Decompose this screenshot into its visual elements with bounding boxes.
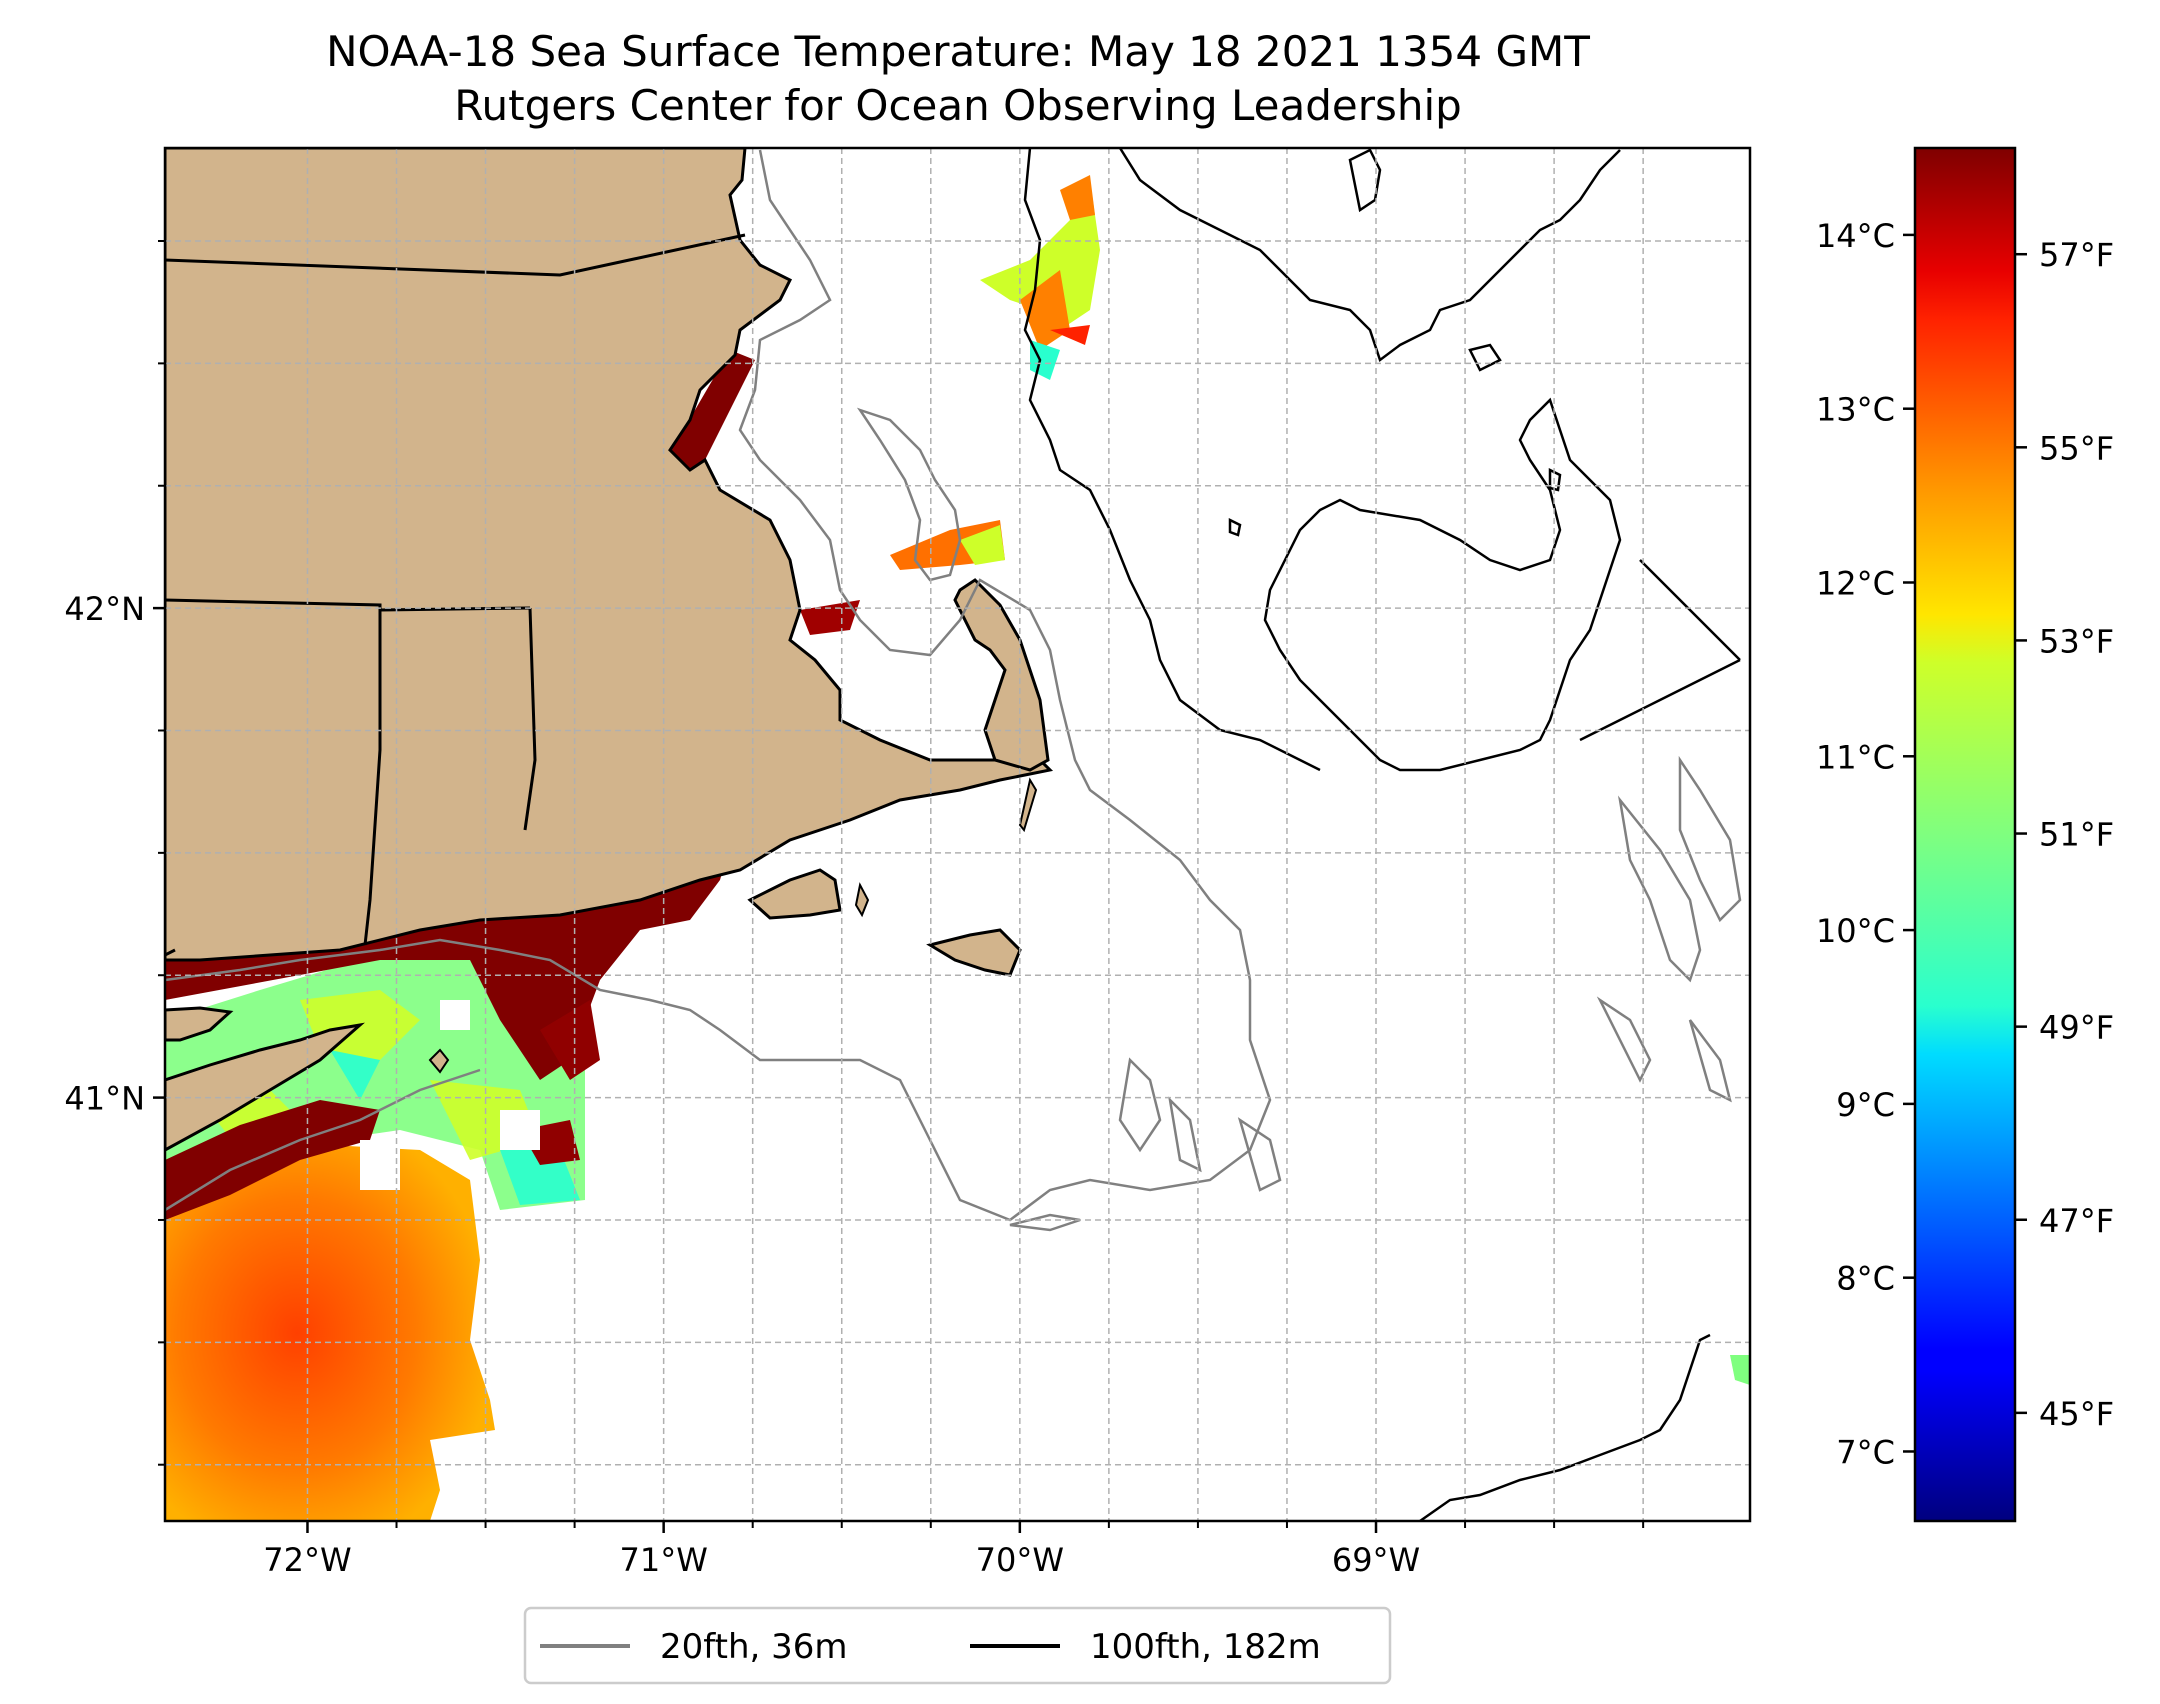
mainland-new-england [165, 148, 1054, 962]
colorbar: 7°C 8°C 9°C 10°C 11°C 12°C 13°C 14°C 45°F 47°F 49°… [1816, 146, 2114, 1523]
map-title-line-1: NOAA-18 Sea Surface Temperature: May 18 … [326, 27, 1590, 76]
sst-dark-red-patch-east [520, 1000, 600, 1165]
border-ri-ma [523, 607, 537, 831]
fahrenheit-tick-label: 55°F [2039, 429, 2114, 467]
isobath-100fth-georges-basin [1263, 397, 1622, 772]
celsius-tick-label: 14°C [1816, 217, 1895, 255]
sst-gulf-maine-patch-orange [1020, 175, 1095, 350]
border-ny-ct [165, 948, 176, 957]
isobath-20fth-cape-cod-bay [856, 407, 962, 582]
border-nh-ma [165, 233, 746, 277]
block-island [428, 1048, 450, 1074]
isobath-100fth-islands [1228, 148, 1562, 537]
celsius-tick-label: 9°C [1836, 1086, 1895, 1124]
colorbar-gradient [1913, 146, 2017, 1523]
sst-east-edge-patch [1730, 1355, 1750, 1385]
monomoy-island [1018, 777, 1038, 833]
sst-gulf-maine-patch-red [1050, 325, 1090, 345]
celsius-tick-label: 8°C [1836, 1260, 1895, 1298]
isobath-20fth-ma-coast [165, 149, 1272, 1222]
celsius-tick-label: 12°C [1816, 564, 1895, 602]
lon-tick-label: 71°W [619, 1541, 707, 1579]
isobath-legend: 20fth, 36m 100fth, 182m [523, 1606, 1392, 1685]
sst-cape-cod-bay-green [960, 525, 1005, 565]
sst-gap-1 [360, 1140, 400, 1190]
lon-tick-label: 69°W [1332, 1541, 1420, 1579]
long-island [165, 1022, 365, 1152]
fahrenheit-tick-label: 47°F [2039, 1202, 2114, 1240]
fahrenheit-tick-label: 49°F [2039, 1009, 2114, 1047]
isobath-20fth-li [165, 1068, 481, 1212]
celsius-tick-label: 10°C [1816, 912, 1895, 950]
sst-raster [165, 175, 1750, 1521]
lon-tick-label: 70°W [976, 1541, 1064, 1579]
legend-label-20fth: 20fth, 36m [660, 1627, 848, 1667]
legend-box [523, 1606, 1392, 1685]
isobath-100fth-georges-north [1118, 148, 1621, 363]
legend-label-100fth: 100fth, 182m [1090, 1627, 1321, 1667]
marthas-vineyard [747, 868, 842, 920]
map-plot-area [165, 148, 1750, 1521]
sst-gap-2 [500, 1110, 540, 1150]
colorbar-ticks: 7°C 8°C 9°C 10°C 11°C 12°C 13°C 14°C 45°F 47°F 49°… [1816, 217, 2114, 1472]
fahrenheit-tick-label: 51°F [2039, 816, 2114, 854]
fahrenheit-tick-label: 45°F [2039, 1395, 2114, 1433]
celsius-tick-label: 13°C [1816, 391, 1895, 429]
sst-cape-ann-strip [660, 350, 755, 480]
fahrenheit-tick-label: 53°F [2039, 622, 2114, 660]
map-title-line-2: Rutgers Center for Ocean Observing Leade… [454, 81, 1462, 130]
fahrenheit-tick-label: 57°F [2039, 236, 2114, 274]
lat-tick-label: 42°N [64, 590, 145, 628]
isobath-100fth-east [1579, 559, 1741, 742]
isobath-20fth-east [1596, 755, 1742, 1103]
tuckernuck-island [854, 882, 870, 918]
sst-gap-3 [440, 1000, 470, 1030]
sst-cyan-patches [330, 1050, 580, 1205]
map-axis-ticks: 72°W 71°W 70°W 69°W 42°N 41°N [64, 240, 1645, 1579]
land-masses [165, 148, 1054, 1152]
isobath-20fth [165, 149, 1742, 1232]
sst-warm-region [165, 1145, 495, 1521]
celsius-tick-label: 11°C [1816, 738, 1895, 776]
isobath-20fth-shoals [1118, 1057, 1282, 1192]
isobath-100fth-south [1419, 1333, 1711, 1521]
map-gridlines [165, 148, 1750, 1521]
nantucket [926, 928, 1022, 977]
lon-tick-label: 72°W [263, 1541, 351, 1579]
cape-cod [953, 578, 1050, 772]
border-ct-ri [363, 605, 382, 946]
celsius-tick-label: 7°C [1836, 1433, 1895, 1471]
lat-tick-label: 41°N [64, 1080, 145, 1118]
long-island-north-fork [165, 1006, 234, 1042]
map-frame [163, 146, 1752, 1523]
sst-gulf-maine-patch [980, 180, 1100, 330]
